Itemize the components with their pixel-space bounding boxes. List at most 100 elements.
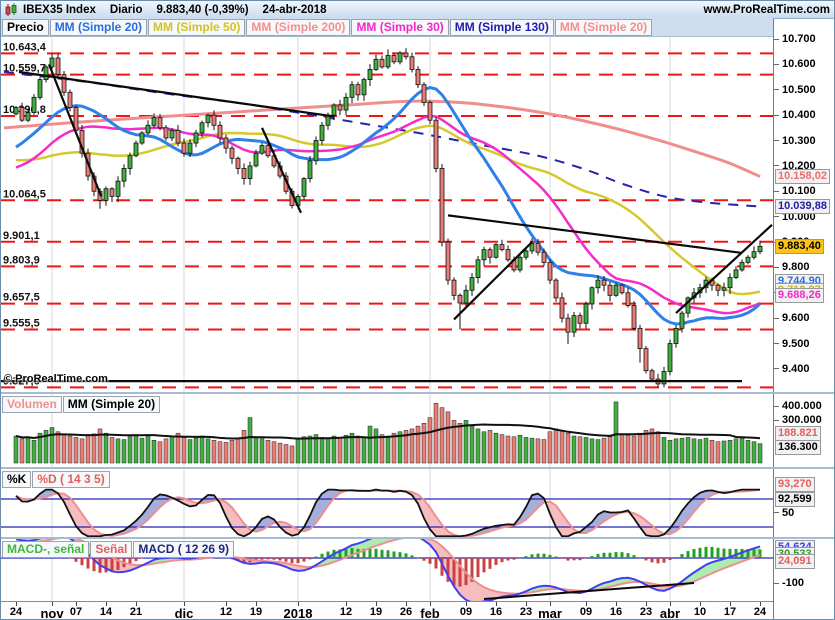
candle	[103, 188, 109, 201]
ma200-line	[3, 99, 761, 178]
indicator-chip[interactable]: %K	[2, 471, 32, 488]
time-tick-mark	[466, 602, 467, 606]
candle	[481, 249, 487, 261]
stoch-panel-legend: %K %D ( 14 3 5)	[2, 470, 111, 488]
macd-histogram-bar	[428, 558, 432, 564]
volume-bar	[43, 430, 49, 464]
volume-bar	[541, 439, 547, 464]
volume-bar	[67, 435, 73, 464]
macd-histogram-bar	[716, 547, 720, 558]
volume-bar	[283, 444, 289, 464]
axis-tick-label: 9.500	[782, 337, 810, 350]
macd-histogram-bar	[404, 553, 408, 558]
axis-tick-label: 400.000	[782, 400, 822, 413]
time-axis-label: dic	[174, 606, 194, 620]
volume-bar	[265, 440, 271, 464]
volume-bar	[583, 437, 589, 464]
candle	[667, 343, 673, 372]
indicator-chip[interactable]: MACD-, señal	[2, 541, 90, 558]
candle	[151, 117, 157, 126]
candle	[43, 66, 49, 81]
volume-bar	[139, 437, 145, 464]
volume-bar	[757, 443, 763, 464]
indicator-chip[interactable]: MM (Simple 20)	[62, 396, 161, 413]
volume-bar	[619, 434, 625, 464]
volume-bar	[121, 439, 127, 464]
candle	[121, 168, 127, 182]
candle	[595, 279, 601, 289]
indicator-chip[interactable]: MM (Simple 20)	[554, 19, 653, 36]
indicator-chip[interactable]: MM (Simple 130)	[449, 19, 554, 36]
candle	[547, 261, 553, 281]
volume-bar	[337, 437, 343, 464]
candle	[661, 371, 667, 385]
level-label: 10.064,5	[3, 188, 46, 200]
volume-bar	[295, 438, 301, 464]
volume-bar	[427, 417, 433, 464]
indicator-chip[interactable]: Precio	[2, 19, 49, 36]
volume-bar	[247, 417, 253, 464]
volume-bar	[421, 422, 427, 464]
candle	[187, 142, 193, 154]
volume-bar	[355, 435, 361, 464]
price-scale-column[interactable]: 10.700 10.600 10.500 10.400 10.300 10.200 10.1…	[773, 1, 834, 619]
candle	[403, 52, 409, 58]
time-axis-label: 2018	[283, 606, 313, 620]
candle	[499, 244, 505, 251]
panel-separator[interactable]	[1, 467, 834, 469]
volume-bar	[475, 428, 481, 464]
macd-histogram-bar	[110, 558, 114, 572]
candle	[31, 96, 37, 114]
indicator-chip[interactable]: MM (Simple 200)	[246, 19, 351, 36]
volume-bar	[301, 436, 307, 464]
axis-tick-mark	[774, 266, 779, 268]
volume-bar	[37, 432, 43, 464]
macd-signal-line	[15, 539, 761, 595]
axis-tick-label: 10.100	[782, 185, 816, 198]
time-axis-label: 12	[219, 606, 233, 618]
volume-bar	[631, 435, 637, 464]
macd-histogram-bar	[560, 558, 564, 559]
time-axis[interactable]: 24 nov 07 14 21 dic 12 19 2018 12 19 26 feb 09 16 23 mar…	[1, 601, 773, 620]
indicator-chip[interactable]: Señal	[90, 541, 133, 558]
candle	[301, 178, 307, 197]
time-axis-label: feb	[420, 606, 440, 620]
candle	[343, 96, 349, 111]
candle	[205, 114, 211, 124]
candle	[37, 79, 43, 98]
volume-bar	[535, 438, 541, 464]
time-axis-label: 19	[249, 606, 263, 618]
axis-tick-mark	[774, 512, 779, 514]
candle	[577, 315, 583, 324]
indicator-chip[interactable]: MM (Simple 50)	[148, 19, 246, 36]
indicator-chip[interactable]: Volumen	[2, 396, 62, 413]
time-tick-mark	[256, 602, 257, 606]
time-tick-mark	[226, 602, 227, 606]
volume-bar	[211, 440, 217, 464]
volume-bar	[241, 430, 247, 464]
macd-histogram-bar	[500, 558, 504, 563]
candle	[391, 55, 397, 63]
volume-bar	[187, 439, 193, 464]
macd-panel-legend: MACD-, señal Señal MACD ( 12 26 9)	[2, 540, 235, 558]
indicator-chip[interactable]: MM (Simple 20)	[49, 19, 148, 36]
level-label: 9.555,5	[3, 317, 40, 329]
trendline	[483, 582, 695, 600]
indicator-chip[interactable]: MACD ( 12 26 9)	[133, 541, 235, 558]
panel-separator[interactable]	[1, 537, 834, 539]
indicator-chip[interactable]: %D ( 14 3 5)	[32, 471, 110, 488]
macd-histogram-bar	[392, 551, 396, 558]
time-axis-label: 16	[609, 606, 623, 618]
macd-histogram-bar	[614, 552, 618, 558]
axis-tick-label: 9.800	[782, 261, 810, 274]
value-badge: 188.821	[775, 425, 821, 441]
volume-bar	[577, 436, 583, 464]
candle	[181, 142, 187, 154]
indicator-chip[interactable]: MM (Simple 30)	[351, 19, 449, 36]
candle	[67, 91, 73, 108]
volume-bar	[199, 435, 205, 464]
time-axis-label: 17	[723, 606, 737, 618]
panel-separator[interactable]	[1, 392, 834, 394]
candle	[457, 294, 463, 304]
